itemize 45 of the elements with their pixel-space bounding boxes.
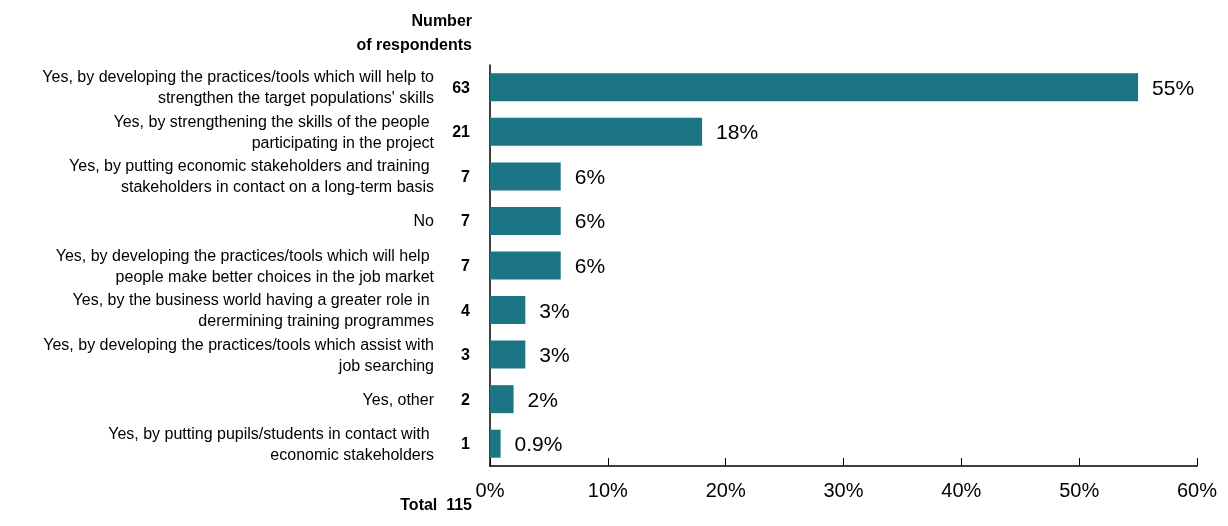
- y2-tick-label: 2: [461, 390, 471, 408]
- y-tick-label: No: [413, 212, 435, 230]
- bar: [490, 429, 501, 458]
- y-tick-label: Yes, by developing the practices/tools which will help to strengthen the target populations' skills: [42, 68, 435, 107]
- data-label: 6%: [574, 164, 606, 188]
- y-tick-label: Yes, other: [362, 390, 435, 408]
- x-tick-label: 10%: [587, 479, 629, 501]
- data-label: 3%: [539, 298, 570, 322]
- x-tick-label: 40%: [941, 479, 982, 501]
- y2-tick-label: 1: [461, 435, 471, 453]
- y2-tick-label: 3: [461, 346, 471, 364]
- y2-tick-label: 7: [461, 212, 471, 230]
- text: Total 115: [400, 495, 473, 513]
- x-tick-label: 60%: [1176, 479, 1218, 501]
- y-tick-label: Yes, by strengthening the skills of the people participating in the project: [113, 112, 435, 151]
- bar: [490, 340, 526, 369]
- data-label: 6%: [574, 209, 606, 233]
- y-tick-label: Yes, by the business world having a greater role in derermining training programmes: [72, 291, 434, 330]
- bar: [490, 162, 561, 191]
- bar: [490, 206, 561, 235]
- y-tick-label: Yes, by developing the practices/tools which will help people make better choices in the job market: [55, 246, 435, 285]
- data-label: 18%: [716, 120, 759, 144]
- bar: [490, 251, 561, 280]
- bar: [490, 73, 1139, 102]
- y-tick-label: Yes, by developing the practices/tools which assist with job searching: [43, 335, 434, 374]
- x-tick-label: 30%: [823, 479, 864, 501]
- data-label: 55%: [1152, 75, 1195, 99]
- bar: [490, 296, 526, 325]
- y2-tick-label: 63: [452, 78, 471, 96]
- bar: [490, 117, 703, 146]
- y-tick-label: Yes, by putting pupils/students in contact with economic stakeholders: [108, 424, 434, 463]
- x-tick-label: 20%: [705, 479, 746, 501]
- bar: [490, 385, 514, 414]
- data-label: 0.9%: [514, 432, 563, 456]
- x-tick-label: 50%: [1059, 479, 1100, 501]
- data-label: 6%: [574, 254, 606, 277]
- x-tick-label: 0%: [475, 479, 505, 501]
- y2-tick-label: 21: [452, 123, 471, 141]
- data-label: 3%: [539, 343, 570, 367]
- y-tick-label: Yes, by putting economic stakeholders and training stakeholders in contact on a long-term basis: [69, 157, 434, 196]
- y2-tick-label: 7: [461, 167, 471, 185]
- y2-axis-title: Number of respondents: [356, 11, 473, 53]
- y2-tick-label: 7: [461, 257, 471, 274]
- y2-tick-label: 4: [461, 301, 471, 319]
- data-label: 2%: [527, 387, 558, 411]
